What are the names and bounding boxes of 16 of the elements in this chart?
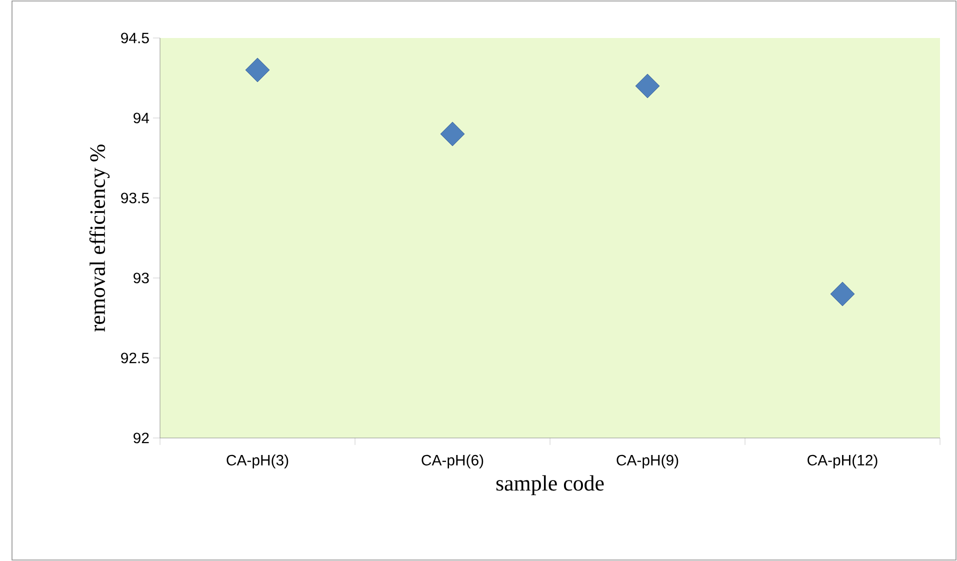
x-axis-title: sample code <box>496 475 604 496</box>
y-tick-label: 93.5 <box>121 192 149 204</box>
y-tick-label: 94 <box>134 112 150 124</box>
y-tick-label: 93 <box>134 272 149 284</box>
point <box>635 74 660 98</box>
x-tick-label: CA-pH(9) <box>616 454 678 468</box>
point <box>245 58 270 82</box>
x-tick-label: CA-pH(12) <box>808 454 878 468</box>
y-tick-label: 94.5 <box>121 32 149 44</box>
point <box>440 122 465 146</box>
y-tick-label: 92 <box>134 432 149 444</box>
x-tick-label: CA-pH(3) <box>226 454 288 468</box>
x-tick-label: CA-pH(6) <box>422 454 484 468</box>
y-tick-label: 92.5 <box>121 352 149 364</box>
point <box>830 282 855 306</box>
y-axis-title: removal efficiency % <box>89 144 110 332</box>
